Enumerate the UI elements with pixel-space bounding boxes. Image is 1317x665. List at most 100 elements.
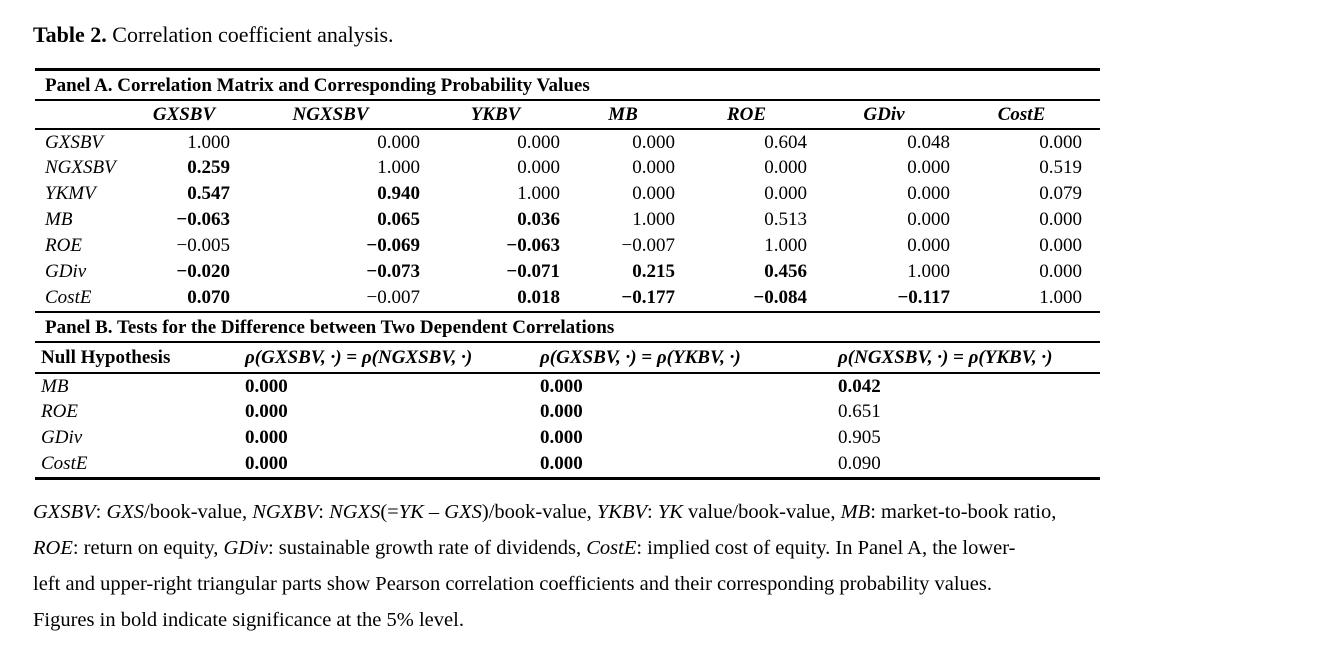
matrix-cell: 0.000: [1039, 131, 1082, 153]
p-value-cell: 0.000: [245, 453, 288, 474]
matrix-cell: 0.513: [764, 209, 807, 230]
matrix-cell: 1.000: [1039, 287, 1082, 308]
matrix-row: YKMV 0.547 0.940 1.000 0.000 0.000 0.000 0.079: [35, 181, 1100, 207]
row-label: ROE: [41, 401, 78, 422]
footnote-text: ROE: [33, 537, 73, 559]
p-value-cell: 0.000: [540, 401, 583, 422]
matrix-cell: 0.547: [187, 183, 230, 204]
test-row: MB 0.000 0.000 0.042: [35, 373, 1100, 399]
footnote-text: GXS: [444, 501, 482, 523]
hypothesis-header: ρ(GXSBV, ·) = ρ(NGXSBV, ·): [245, 343, 540, 374]
panel-a-header-row: GXSBV NGXSBV YKBV MB ROE GDiv CostE: [35, 101, 1100, 130]
corner-cell: [35, 101, 145, 130]
footnote-text: : return on equity,: [72, 537, 224, 559]
footnote-text: left and upper-right triangular parts sh…: [33, 573, 992, 595]
footnote-text: value/book-value,: [682, 501, 841, 523]
column-header-coste: CostE: [968, 101, 1100, 130]
row-label: ROE: [45, 235, 82, 256]
footnote-text: MB: [840, 501, 871, 523]
footnote-text: : sustainable growth rate of dividends,: [267, 537, 587, 559]
panel-b-body: MB 0.000 0.000 0.042 ROE 0.000 0.000 0.651 GDiv 0…: [35, 373, 1100, 477]
matrix-cell: 0.000: [907, 183, 950, 204]
correlation-table: Panel A. Correlation Matrix and Correspo…: [35, 68, 1100, 480]
matrix-cell: 0.456: [764, 261, 807, 282]
matrix-cell: 0.065: [377, 209, 420, 230]
panel-b-header-cells: Null Hypothesis ρ(GXSBV, ·) = ρ(NGXSBV, ·…: [35, 343, 1100, 374]
footnote-text: GXS: [106, 501, 145, 523]
matrix-cell: 0.000: [907, 157, 950, 178]
footnote-text: :: [95, 501, 107, 523]
matrix-cell: 0.036: [517, 209, 560, 230]
p-value-cell: 0.000: [245, 401, 288, 422]
matrix-cell: 0.079: [1039, 183, 1082, 204]
matrix-cell: 0.048: [907, 131, 950, 153]
matrix-cell: 0.000: [1039, 209, 1082, 230]
footnote-text: GDiv: [223, 537, 268, 559]
panel-b-table: Null Hypothesis ρ(GXSBV, ·) = ρ(NGXSBV, ·…: [35, 343, 1100, 477]
row-label: YKMV: [45, 183, 96, 204]
matrix-cell: 0.070: [187, 287, 230, 308]
page-title: Table 2. Correlation coefficient analysi…: [33, 22, 1287, 48]
footnote-text: GXSBV: [33, 501, 96, 523]
row-label: MB: [45, 209, 73, 230]
p-value-cell: 0.000: [245, 427, 288, 448]
panel-a-heading: Panel A. Correlation Matrix and Correspo…: [35, 71, 1100, 101]
row-label: GDiv: [41, 427, 83, 448]
footnote-text: YK: [657, 501, 683, 523]
matrix-cell: 0.519: [1039, 157, 1082, 178]
matrix-row: MB −0.063 0.065 0.036 1.000 0.513 0.000 0.000: [35, 207, 1100, 233]
matrix-row: ROE −0.005 −0.069 −0.063 −0.007 1.000 0.000 0.0…: [35, 233, 1100, 259]
footnote-text: YKBV: [596, 501, 647, 523]
matrix-row: NGXSBV 0.259 1.000 0.000 0.000 0.000 0.000 0.51…: [35, 155, 1100, 181]
panel-a-body: GXSBV 1.000 0.000 0.000 0.000 0.604 0.048 0.000…: [35, 129, 1100, 311]
matrix-cell: 0.000: [377, 131, 420, 153]
panel-a-table: GXSBV NGXSBV YKBV MB ROE GDiv CostE GXSBV 1.000…: [35, 101, 1100, 311]
row-label: MB: [41, 375, 69, 397]
matrix-cell: 0.940: [377, 183, 420, 204]
p-value-cell: 0.000: [540, 375, 583, 397]
p-value-cell: 0.000: [540, 453, 583, 474]
p-value-cell: 0.090: [838, 453, 881, 474]
hypothesis-header: ρ(NGXSBV, ·) = ρ(YKBV, ·): [838, 343, 1100, 374]
row-label: CostE: [41, 453, 88, 474]
matrix-cell: 0.000: [764, 157, 807, 178]
footnote-text: CostE: [586, 537, 637, 559]
page: Table 2. Correlation coefficient analysi…: [33, 22, 1295, 631]
footnote-text: : implied cost of equity. In Panel A, th…: [636, 537, 1016, 559]
matrix-cell: −0.071: [506, 261, 560, 282]
footnote-line: left and upper-right triangular parts sh…: [33, 566, 1295, 602]
matrix-cell: 0.000: [764, 183, 807, 204]
panel-b-header-row: Null Hypothesis ρ(GXSBV, ·) = ρ(NGXSBV, ·…: [35, 343, 1100, 374]
row-label: GXSBV: [45, 131, 104, 153]
matrix-cell: −0.020: [176, 261, 230, 282]
matrix-cell: −0.177: [621, 287, 675, 308]
footnote-text: YK: [398, 501, 424, 523]
matrix-row: CostE 0.070 −0.007 0.018 −0.177 −0.084 −0.117 1…: [35, 285, 1100, 311]
matrix-cell: −0.063: [506, 235, 560, 256]
matrix-cell: 1.000: [517, 183, 560, 204]
row-label: NGXSBV: [45, 157, 116, 178]
test-row: GDiv 0.000 0.000 0.905: [35, 425, 1100, 451]
footnote-text: /book-value,: [144, 501, 253, 523]
matrix-cell: 0.000: [517, 131, 560, 153]
footnote-line: ROE: return on equity, GDiv: sustainable…: [33, 530, 1295, 566]
footnote-text: :: [647, 501, 658, 523]
panel-a-header-cells: GXSBV NGXSBV YKBV MB ROE GDiv CostE: [35, 101, 1100, 130]
p-value-cell: 0.042: [838, 375, 881, 397]
column-header-ykbv: YKBV: [438, 101, 578, 130]
matrix-cell: −0.007: [621, 235, 675, 256]
matrix-cell: −0.069: [366, 235, 420, 256]
p-value-cell: 0.000: [540, 427, 583, 448]
matrix-cell: 0.000: [632, 131, 675, 153]
footnote-text: : market-to-book ratio,: [870, 501, 1057, 523]
footnote-text: (=: [380, 501, 399, 523]
table-number-label: Table 2.: [33, 22, 107, 47]
matrix-cell: −0.073: [366, 261, 420, 282]
matrix-cell: 1.000: [907, 261, 950, 282]
row-label: GDiv: [45, 261, 87, 282]
matrix-cell: 0.000: [632, 183, 675, 204]
matrix-cell: 0.000: [517, 157, 560, 178]
matrix-cell: 0.000: [907, 209, 950, 230]
matrix-cell: −0.117: [897, 287, 950, 308]
column-header-roe: ROE: [693, 101, 825, 130]
